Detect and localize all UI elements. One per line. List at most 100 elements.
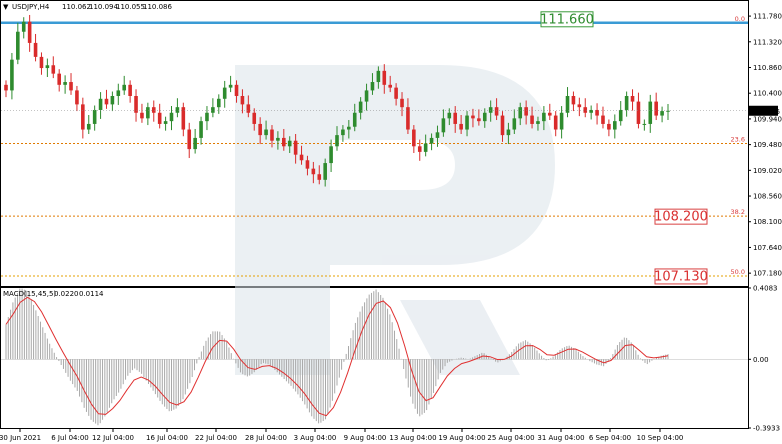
candle-body	[595, 109, 599, 116]
macd-signal-line	[5, 296, 669, 417]
fib-price-box	[654, 208, 708, 225]
time-tick-label: 3 Aug 04:00	[294, 434, 337, 442]
candle-body	[240, 96, 245, 105]
candle-body	[228, 84, 233, 88]
candle-body	[293, 140, 298, 155]
candle-body	[382, 70, 387, 85]
candle-body	[488, 107, 493, 113]
time-tick-label: 31 Aug 04:00	[537, 434, 584, 442]
candle-body	[39, 56, 44, 69]
candle-body	[666, 110, 670, 112]
candle-body	[98, 98, 103, 110]
candle-body	[140, 112, 144, 119]
candle-body	[92, 109, 97, 124]
time-tick-label: 13 Aug 04:00	[389, 434, 436, 442]
candle-body	[33, 42, 38, 57]
candle-body	[601, 115, 605, 124]
candle-body	[69, 82, 73, 91]
time-tick-label: 28 Jul 04:00	[245, 434, 287, 442]
time-tick-label: 6 Jul 04:00	[51, 434, 89, 442]
price-tick-label: 111.320	[753, 38, 782, 46]
fib-ratio-label: 0.0	[735, 15, 745, 23]
current-price-label: 110.086	[751, 108, 780, 116]
price-tick-label: 111.780	[753, 13, 782, 21]
indicator-tick-label: -0.3933	[753, 425, 780, 433]
candle-body	[21, 21, 26, 32]
candle-body	[352, 112, 357, 127]
candle-body	[453, 112, 458, 124]
candle-body	[299, 154, 304, 161]
candle-body	[459, 123, 463, 130]
indicator-panel-frame	[0, 287, 749, 429]
candle-body	[642, 123, 647, 125]
price-tick-label: 109.020	[753, 167, 782, 175]
candle-body	[376, 70, 381, 83]
current-price-tag	[748, 105, 778, 116]
candle-body	[400, 98, 404, 108]
indicator-main-value: 0.0220	[54, 290, 79, 298]
candle-body	[660, 111, 664, 116]
candle-body	[246, 104, 251, 113]
candle-body	[500, 115, 505, 136]
candle-body	[358, 101, 363, 113]
price-tick-label: 108.560	[753, 193, 782, 201]
candle-body	[512, 118, 517, 130]
price-tick-label: 107.640	[753, 244, 782, 252]
candle-body	[624, 96, 629, 110]
candle-body	[429, 137, 434, 144]
candle-body	[577, 104, 582, 108]
candle-body	[435, 132, 440, 138]
candle-body	[494, 107, 499, 116]
price-tick-label: 108.100	[753, 218, 782, 226]
candle-body	[63, 82, 67, 85]
chart-header-close: 110.086	[143, 3, 172, 11]
time-tick-label: 16 Jul 04:00	[146, 434, 188, 442]
time-tick-label: 12 Jul 04:00	[92, 434, 134, 442]
candle-body	[565, 96, 570, 113]
candle-body	[75, 90, 79, 105]
candle-body	[181, 107, 186, 130]
candle-body	[412, 129, 416, 147]
fib-ratio-label: 38.2	[731, 208, 745, 216]
candle-body	[506, 129, 511, 136]
candle-body	[234, 84, 239, 96]
fib-price-label: 111.660	[540, 12, 594, 27]
indicator-tick-label: 0.4083	[753, 285, 778, 293]
candle-body	[406, 107, 410, 130]
candle-body	[287, 140, 292, 147]
candle-body	[329, 146, 333, 164]
fib-price-label: 107.130	[654, 269, 708, 284]
price-tick-label: 109.480	[753, 141, 782, 149]
candle-body	[193, 137, 197, 150]
candle-body	[27, 21, 32, 43]
time-tick-label: 22 Jul 04:00	[195, 434, 237, 442]
candle-body	[347, 126, 351, 130]
candle-body	[305, 160, 310, 169]
time-tick-label: 19 Aug 04:00	[438, 434, 485, 442]
fibonacci-levels: 0.0 111.660 23.6 38.2 108.200 50.0 107.130	[1, 11, 748, 285]
candle-body	[364, 90, 369, 102]
price-tick-label: 110.400	[753, 90, 782, 98]
candle-body	[282, 137, 286, 147]
candle-body	[51, 65, 56, 74]
candle-body	[175, 107, 180, 113]
candle-body	[447, 112, 452, 119]
time-tick-label: 30 Jun 2021	[0, 434, 41, 442]
candle-body	[524, 107, 528, 116]
candle-body	[187, 129, 192, 150]
candle-body	[211, 107, 215, 113]
candle-body	[169, 112, 174, 122]
candle-body	[613, 121, 617, 130]
candle-body	[205, 112, 209, 122]
candle-body	[388, 84, 392, 88]
candle-body	[252, 112, 257, 124]
fib-ratio-label: 23.6	[731, 136, 745, 144]
candle-body	[157, 112, 162, 124]
time-tick-label: 10 Sep 04:00	[637, 434, 684, 442]
candle-body	[542, 112, 546, 122]
candle-body	[146, 107, 150, 119]
candle-body	[110, 96, 115, 105]
candle-body	[471, 115, 475, 119]
candle-body	[441, 118, 446, 133]
price-tick-label: 110.860	[753, 64, 782, 72]
